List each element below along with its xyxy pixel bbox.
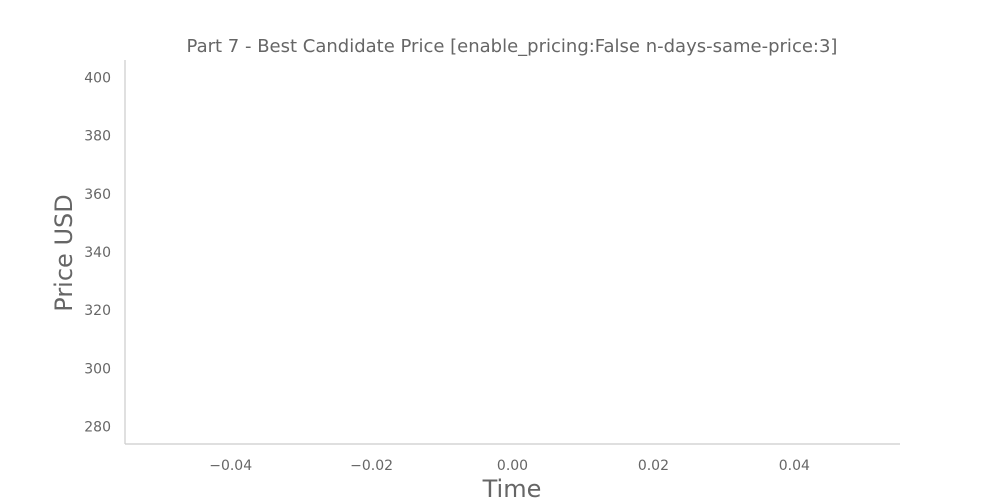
y-tick-label: 340	[84, 245, 111, 261]
y-tick-label: 400	[84, 70, 111, 86]
y-tick-label: 380	[84, 129, 111, 145]
y-ticks: 280 300 320 340 360 380 400	[84, 70, 111, 435]
y-tick-label: 300	[84, 361, 111, 377]
x-tick-label: −0.02	[350, 458, 393, 474]
y-tick-label: 320	[84, 303, 111, 319]
x-axis-label: Time	[482, 475, 542, 500]
y-axis-label: Price USD	[50, 194, 78, 311]
y-tick-label: 360	[84, 187, 111, 203]
chart-title: Part 7 - Best Candidate Price [enable_pr…	[187, 36, 838, 57]
x-tick-label: −0.04	[209, 458, 252, 474]
y-tick-label: 280	[84, 420, 111, 436]
x-tick-label: 0.04	[779, 458, 810, 474]
x-ticks: −0.04 −0.02 0.00 0.02 0.04	[209, 458, 810, 474]
x-tick-label: 0.00	[497, 458, 528, 474]
x-tick-label: 0.02	[638, 458, 669, 474]
